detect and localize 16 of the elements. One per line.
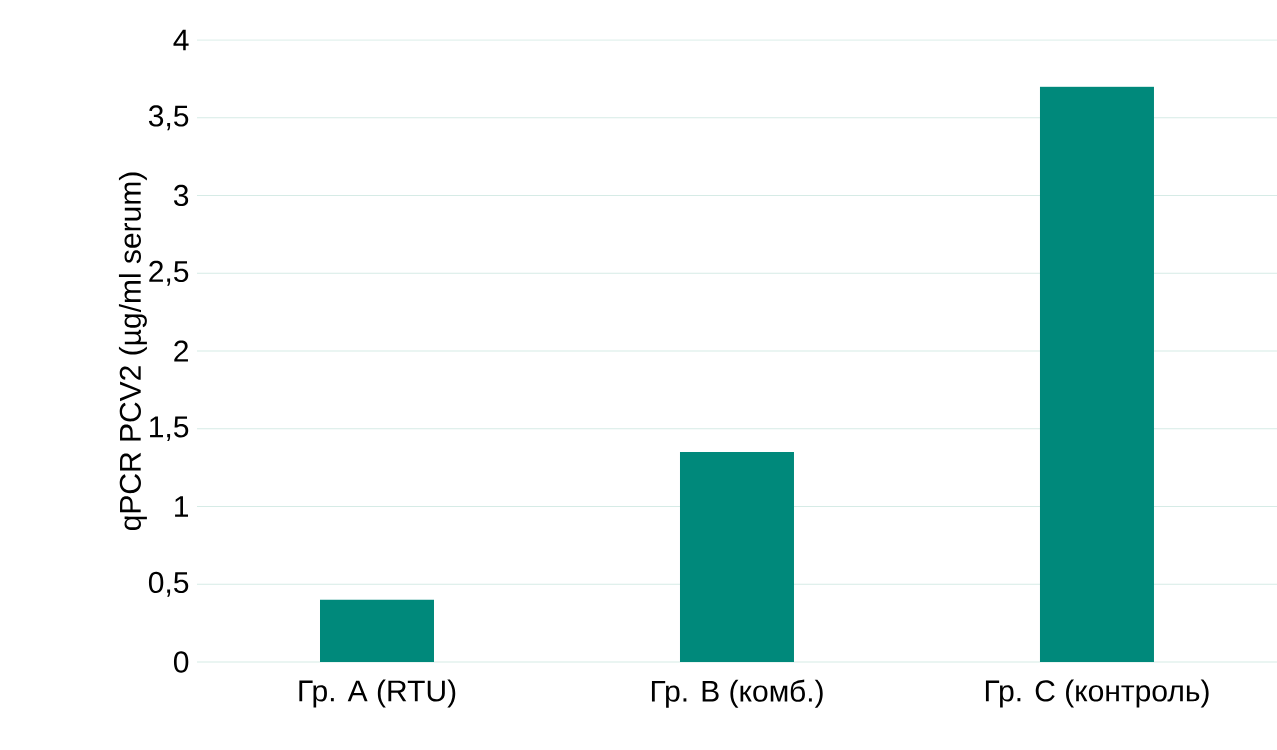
y-axis-title: qPCR PCV2 (µg/ml serum) bbox=[118, 172, 147, 531]
y-tick-label: 4 bbox=[173, 29, 189, 51]
y-tick-label: 3,5 bbox=[148, 105, 189, 131]
y-tick-label: 0,5 bbox=[148, 571, 189, 597]
x-tick-label: Гр. A (RTU) bbox=[299, 679, 456, 708]
y-tick-label: 1,5 bbox=[150, 416, 189, 441]
x-tick-label: Гр. C (контроль) bbox=[985, 679, 1209, 708]
y-tick-label: 2,5 bbox=[149, 260, 189, 286]
y-tick-label: 3 bbox=[173, 184, 189, 207]
bar bbox=[679, 452, 794, 662]
y-tick-label: 1 bbox=[175, 496, 189, 517]
y-tick-label: 2 bbox=[174, 340, 188, 362]
bar bbox=[1039, 86, 1154, 662]
bar bbox=[320, 599, 434, 662]
x-tick-label: Гр. B (комб.) bbox=[651, 679, 823, 708]
y-tick-label: 0 bbox=[173, 651, 189, 673]
